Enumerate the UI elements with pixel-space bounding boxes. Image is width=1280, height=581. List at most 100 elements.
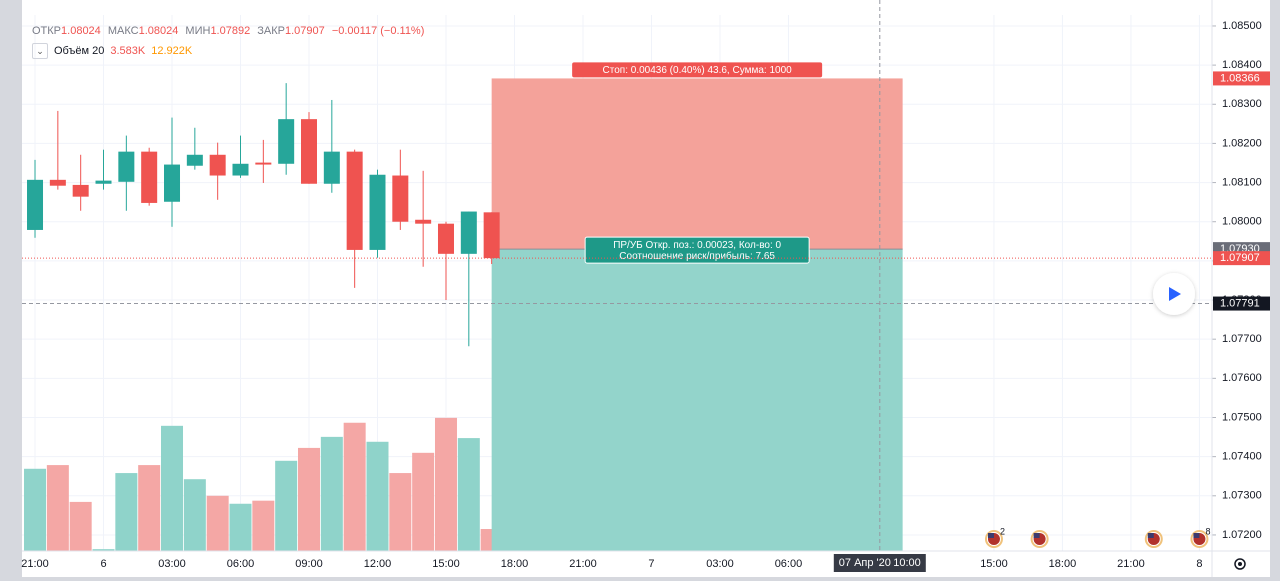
y-tick-label: 1.08300 xyxy=(1222,98,1262,110)
y-tick-label: 1.07400 xyxy=(1222,451,1262,463)
x-tick-label: 8 xyxy=(1196,558,1202,570)
x-tick-label: 03:00 xyxy=(706,558,734,570)
value: 1.08024 xyxy=(138,25,179,37)
volume-bar xyxy=(183,479,206,551)
candle-body xyxy=(164,164,181,202)
value: 3.583K xyxy=(110,45,146,57)
candle-body xyxy=(72,184,89,197)
candle-body xyxy=(27,179,44,230)
y-tick-label: 1.07200 xyxy=(1222,529,1262,541)
label: Объём 20 xyxy=(54,45,105,57)
price-badge-label: 1.08366 xyxy=(1220,72,1260,84)
price-badge-label: 1.07791 xyxy=(1220,297,1260,309)
stop-label-box xyxy=(572,62,823,78)
label: МАКС xyxy=(107,25,139,37)
volume-bar xyxy=(161,425,184,551)
label: ЗАКР xyxy=(257,25,285,37)
ratio-label: Соотношение риск/прибыль: 7.65 xyxy=(619,250,775,262)
volume-bar xyxy=(343,422,366,551)
price-badge xyxy=(1213,71,1270,86)
y-tick-label: 1.07600 xyxy=(1222,372,1262,384)
candle-body xyxy=(255,162,272,165)
candle-body xyxy=(323,151,340,184)
y-tick-label: 1.08400 xyxy=(1222,59,1262,71)
volume-bar xyxy=(24,468,47,551)
crosshair-time-box xyxy=(833,554,926,572)
candle-body xyxy=(186,154,203,166)
crosshair-time: 10:00 xyxy=(893,557,921,569)
y-tick-label: 1.08000 xyxy=(1222,216,1262,228)
play-button[interactable] xyxy=(1153,273,1195,315)
x-tick-label: 21:00 xyxy=(21,558,49,570)
info-label: ПР/УБ Откр. поз.: 0.00023, Кол-во: 0 xyxy=(613,240,781,251)
candle-body xyxy=(392,175,409,222)
y-tick-label: 1.08500 xyxy=(1222,20,1262,32)
event-flag-canton xyxy=(1193,533,1200,538)
event-count: 2 xyxy=(1000,526,1005,536)
x-tick-label: 06:00 xyxy=(227,558,255,570)
candle-body xyxy=(437,223,454,254)
candle-body xyxy=(209,154,226,176)
settings-button[interactable] xyxy=(1234,558,1246,570)
price-badge-label: 1.07907 xyxy=(1220,252,1260,264)
x-tick-label: 12:00 xyxy=(364,558,392,570)
volume-bar xyxy=(412,452,435,551)
x-tick-label: 18:00 xyxy=(1049,558,1077,570)
info-box xyxy=(584,236,810,264)
x-tick-label: 06:00 xyxy=(775,558,803,570)
value: 12.922K xyxy=(151,45,193,57)
event-flag-canton xyxy=(1147,533,1154,538)
ohlc-legend: ОТКР1.08024 МАКС1.08024 МИН1.07892 ЗАКР1… xyxy=(32,25,428,37)
volume-bar xyxy=(206,495,229,551)
candle-body xyxy=(49,179,66,186)
volume-bar xyxy=(320,436,343,551)
collapse-button[interactable]: ⌄ xyxy=(32,43,48,59)
candle-body xyxy=(460,211,477,254)
x-tick-label: 15:00 xyxy=(980,558,1008,570)
stop-label: Стоп: 0.00436 (0.40%) 43.6, Сумма: 1000 xyxy=(603,65,793,76)
price-badge xyxy=(1213,251,1270,266)
event-marker[interactable]: 8 xyxy=(1190,526,1210,548)
y-tick-label: 1.08100 xyxy=(1222,176,1262,188)
y-tick-label: 1.07500 xyxy=(1222,411,1262,423)
target-zone xyxy=(491,249,903,551)
y-tick-label: 1.08200 xyxy=(1222,137,1262,149)
candle-body xyxy=(232,163,249,176)
crosshair-date: 07 Апр '20 xyxy=(839,557,891,569)
event-marker[interactable] xyxy=(1144,530,1163,548)
label: ОТКР xyxy=(32,25,62,37)
volume-bar xyxy=(275,460,298,551)
volume-bar xyxy=(46,465,69,551)
x-tick-label: 18:00 xyxy=(501,558,529,570)
event-marker[interactable] xyxy=(1030,530,1049,548)
event-count: 8 xyxy=(1205,526,1210,536)
candle-body xyxy=(300,119,317,184)
y-tick-label: 1.07700 xyxy=(1222,333,1262,345)
label: МИН xyxy=(185,25,211,37)
x-tick-label: 09:00 xyxy=(295,558,323,570)
x-tick-label: 7 xyxy=(648,558,654,570)
volume-bar xyxy=(229,503,252,551)
x-tick-label: 6 xyxy=(100,558,106,570)
volume-bar xyxy=(366,441,389,551)
event-flag-canton xyxy=(1033,533,1040,538)
value: 1.07892 xyxy=(210,25,251,37)
volume-bar xyxy=(389,473,412,551)
candle-body xyxy=(369,174,386,250)
candle-body xyxy=(415,219,432,224)
volume-bar xyxy=(457,438,480,551)
x-tick-label: 21:00 xyxy=(1117,558,1145,570)
event-marker[interactable]: 2 xyxy=(984,526,1005,548)
volume-bar xyxy=(92,549,115,551)
volume-bar xyxy=(115,473,138,551)
x-tick-label: 03:00 xyxy=(158,558,186,570)
volume-bar xyxy=(138,465,161,551)
volume-bar xyxy=(297,447,320,551)
volume-bar xyxy=(69,501,92,551)
candle-body xyxy=(278,119,295,164)
candle-body xyxy=(95,180,112,184)
x-tick-label: 21:00 xyxy=(569,558,597,570)
candle-body xyxy=(118,151,135,182)
